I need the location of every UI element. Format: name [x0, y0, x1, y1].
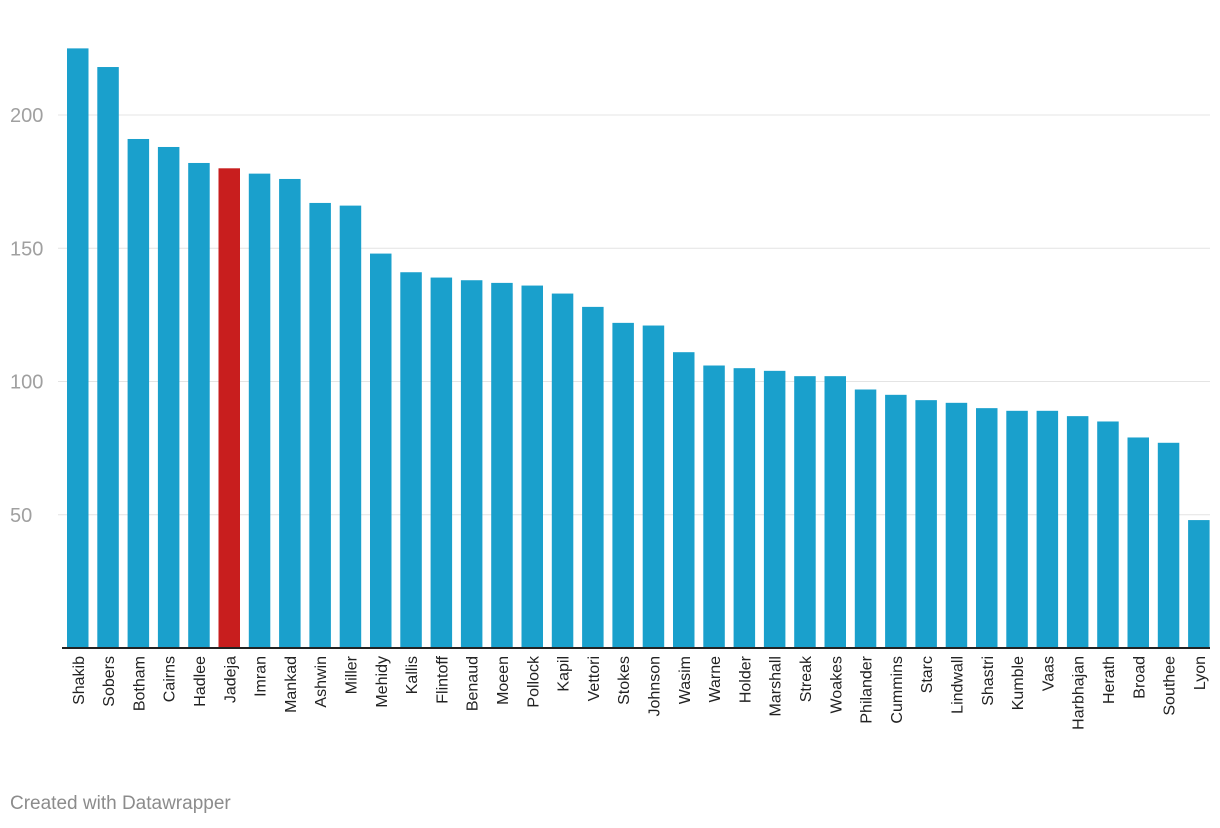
bar-harbhajan — [1066, 416, 1089, 648]
x-tick-label-shakib: Shakib — [71, 656, 88, 705]
bar-cummins — [885, 394, 907, 648]
bar-marshall — [763, 370, 786, 648]
x-tick-label-wasim: Wasim — [677, 656, 694, 704]
bar-streak — [794, 376, 816, 648]
x-tick-label-herath: Herath — [1101, 656, 1118, 704]
bar-kumble — [1006, 410, 1028, 648]
x-tick-label-southee: Southee — [1162, 656, 1179, 716]
x-tick-label-mehidy: Mehidy — [374, 656, 391, 708]
bar-chart: 50 100 150 200 Shakib Sobers Botham Cairns Hadl… — [10, 48, 1210, 730]
x-tick-label-harbhajan: Harbhajan — [1071, 656, 1088, 730]
x-tick-label-jadeja: Jadeja — [222, 656, 239, 703]
bar-botham — [127, 138, 150, 649]
bar-lyon — [1188, 520, 1210, 648]
x-tick-label-mankad: Mankad — [283, 656, 300, 713]
bars — [67, 48, 1210, 649]
x-tick-label-lindwall: Lindwall — [949, 656, 966, 714]
x-tick-label-hadlee: Hadlee — [192, 656, 209, 707]
x-tick-label-streak: Streak — [798, 655, 815, 702]
x-tick-label-flintoff: Flintoff — [434, 655, 451, 703]
bar-miller — [339, 205, 362, 649]
bar-moeen — [491, 282, 513, 648]
bar-vaas — [1036, 410, 1059, 648]
bar-lindwall — [945, 402, 968, 648]
x-tick-label-stokes: Stokes — [616, 656, 633, 705]
x-tick-label-kapil: Kapil — [556, 656, 573, 692]
bar-ashwin — [309, 202, 331, 648]
x-tick-label-starc: Starc — [919, 656, 936, 693]
y-tick-label-100: 100 — [10, 372, 43, 394]
bar-benaud — [460, 280, 483, 648]
x-tick-label-moeen: Moeen — [495, 656, 512, 705]
x-tick-label-imran: Imran — [253, 656, 270, 697]
bar-jadeja — [218, 168, 240, 649]
x-tick-label-johnson: Johnson — [646, 656, 663, 717]
x-tick-label-vettori: Vettori — [586, 656, 603, 701]
x-tick-label-cairns: Cairns — [162, 656, 179, 702]
y-tick-label-200: 200 — [10, 105, 43, 127]
x-tick-label-vaas: Vaas — [1040, 656, 1057, 691]
y-tick-label-50: 50 — [10, 505, 32, 527]
bar-cairns — [157, 146, 180, 649]
x-tick-label-sobers: Sobers — [101, 656, 118, 707]
bar-imran — [248, 173, 271, 648]
bar-kapil — [551, 293, 574, 648]
category-labels: Shakib Sobers Botham Cairns Hadlee Jadeja Imra… — [71, 655, 1209, 730]
x-tick-label-broad: Broad — [1131, 656, 1148, 699]
bar-hadlee — [188, 162, 210, 648]
bar-mehidy — [370, 253, 392, 648]
x-tick-label-marshall: Marshall — [768, 656, 785, 716]
bar-herath — [1097, 421, 1119, 648]
bar-philander — [854, 389, 877, 648]
x-tick-label-pollock: Pollock — [525, 655, 542, 708]
x-tick-label-kallis: Kallis — [404, 656, 421, 694]
bar-vettori — [582, 306, 604, 648]
bar-johnson — [642, 325, 665, 648]
bar-mankad — [279, 178, 301, 648]
x-tick-label-benaud: Benaud — [465, 656, 482, 711]
x-tick-label-miller: Miller — [343, 655, 360, 694]
bar-warne — [703, 365, 725, 648]
bar-kallis — [400, 272, 422, 648]
x-tick-label-woakes: Woakes — [828, 656, 845, 714]
bar-shakib — [67, 48, 89, 649]
bar-starc — [915, 400, 937, 648]
bar-broad — [1127, 437, 1149, 648]
bar-shastri — [976, 408, 998, 648]
y-tick-label-150: 150 — [10, 238, 43, 260]
x-tick-label-kumble: Kumble — [1010, 656, 1027, 710]
bar-sobers — [97, 67, 119, 648]
bar-woakes — [824, 376, 846, 648]
bar-pollock — [521, 285, 543, 648]
bar-flintoff — [430, 277, 453, 648]
x-tick-label-ashwin: Ashwin — [313, 656, 330, 708]
x-tick-label-warne: Warne — [707, 656, 724, 703]
bar-holder — [733, 368, 756, 648]
x-tick-label-holder: Holder — [737, 655, 754, 703]
bar-stokes — [612, 322, 634, 648]
bar-southee — [1157, 442, 1180, 648]
x-tick-label-cummins: Cummins — [889, 656, 906, 724]
x-tick-label-shastri: Shastri — [980, 656, 997, 706]
x-tick-label-botham: Botham — [131, 656, 148, 711]
x-tick-label-lyon: Lyon — [1192, 656, 1209, 690]
credit-text: Created with Datawrapper — [10, 793, 231, 814]
bar-wasim — [673, 352, 695, 648]
x-tick-label-philander: Philander — [859, 655, 876, 723]
